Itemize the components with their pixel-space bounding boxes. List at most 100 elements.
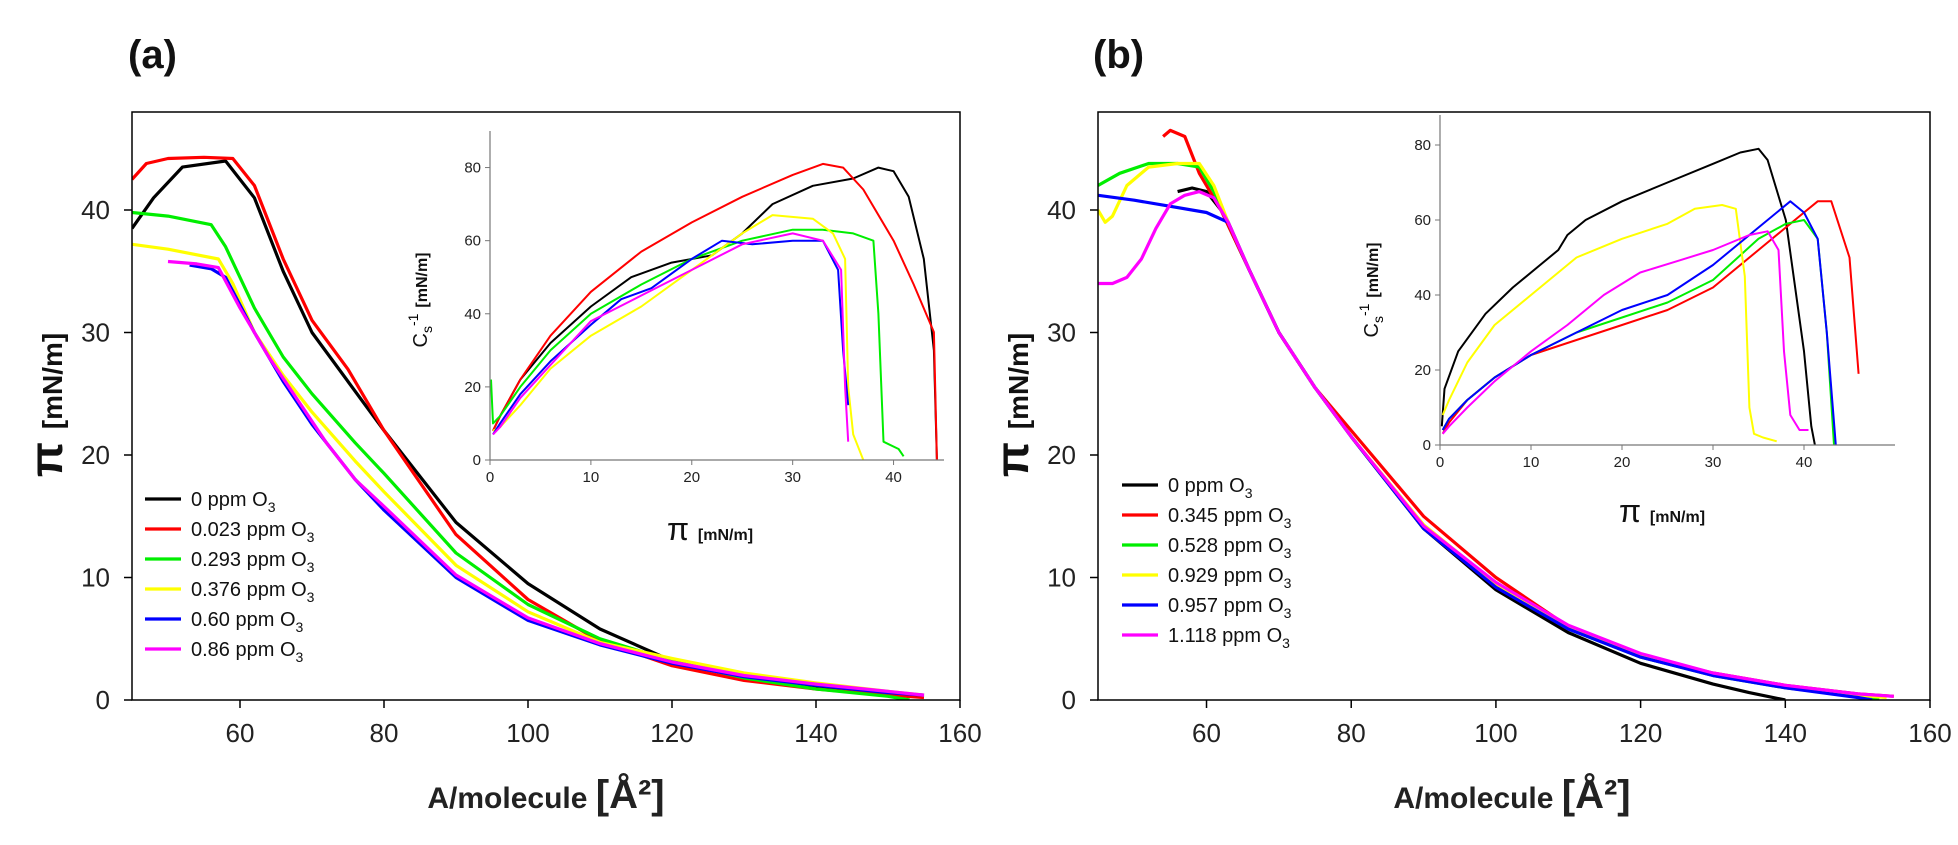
inset-y-tick-label: 60 xyxy=(464,233,481,250)
inset-series-line-2 xyxy=(490,228,905,457)
y-axis-label: π [mN/m] xyxy=(986,333,1038,477)
legend-label: 0.345 ppm O3 xyxy=(1168,505,1292,531)
inset-x-tick-label: 0 xyxy=(486,469,494,486)
legend-label-sub: 3 xyxy=(307,559,315,575)
inset-series-line-5 xyxy=(1441,230,1809,435)
series-group xyxy=(1098,128,1894,700)
inset-y-axis-symbol: C xyxy=(1361,323,1383,337)
legend-label-text: 0 ppm O xyxy=(1168,475,1245,497)
legend: 0 ppm O30.345 ppm O30.528 ppm O30.929 pp… xyxy=(1122,475,1292,651)
legend-label: 0 ppm O3 xyxy=(1168,475,1253,501)
legend-label: 0.376 ppm O3 xyxy=(191,579,315,605)
x-tick-label: 60 xyxy=(226,718,255,748)
inset-series-line-5 xyxy=(492,232,850,442)
legend-label-sub: 3 xyxy=(296,619,304,635)
series-line-2 xyxy=(132,210,910,700)
legend-label-text: 0.86 ppm O xyxy=(191,639,296,661)
inset-x-tick-label: 30 xyxy=(784,469,801,486)
legend-label-text: 0.376 ppm O xyxy=(191,579,307,601)
inset-y-axis-sub: s xyxy=(1370,316,1386,323)
inset-y-axis-sub: s xyxy=(419,326,435,333)
x-tick-label: 120 xyxy=(1619,718,1662,748)
inset-y-tick-label: 40 xyxy=(464,306,481,323)
legend-label-text: 0.957 ppm O xyxy=(1168,595,1284,617)
inset-series-line-0 xyxy=(492,166,938,460)
legend-label: 0.293 ppm O3 xyxy=(191,549,315,575)
legend-label: 0.957 ppm O3 xyxy=(1168,595,1292,621)
x-axis-label: A/molecule [Å²] xyxy=(427,772,664,817)
inset-series-line-1 xyxy=(492,162,938,460)
x-tick-label: 160 xyxy=(1908,718,1951,748)
legend-label-sub: 3 xyxy=(1284,575,1292,591)
y-tick-label: 0 xyxy=(96,685,110,715)
inset-series-line-0 xyxy=(1440,147,1816,445)
inset-y-axis-sup: -1 xyxy=(1356,303,1372,316)
inset-x-tick-label: 30 xyxy=(1705,454,1722,471)
x-tick-label: 100 xyxy=(506,718,549,748)
inset-series-line-3 xyxy=(492,214,865,460)
x-tick-label: 140 xyxy=(1764,718,1807,748)
inset-series-line-3 xyxy=(1441,204,1777,443)
legend-label: 0.023 ppm O3 xyxy=(191,519,315,545)
inset-x-tick-label: 0 xyxy=(1436,454,1444,471)
inset-y-tick-label: 80 xyxy=(1414,137,1431,154)
y-tick-label: 0 xyxy=(1062,685,1076,715)
x-axis-label-text: A/molecule xyxy=(1393,782,1561,815)
inset-x-axis-unit: [mN/m] xyxy=(1650,509,1705,526)
inset-x-tick-label: 20 xyxy=(1614,454,1631,471)
y-axis-unit: [mN/m] xyxy=(1003,333,1034,429)
x-tick-label: 60 xyxy=(1192,718,1221,748)
inset-y-tick-label: 20 xyxy=(1414,362,1431,379)
y-axis-symbol: π xyxy=(20,429,72,477)
legend-label: 1.118 ppm O3 xyxy=(1168,625,1290,651)
inset-background xyxy=(1440,115,1895,445)
legend-label: 0.528 ppm O3 xyxy=(1168,535,1292,561)
inset-y-axis-label: Cs-1 [mN/m] xyxy=(1356,242,1386,337)
inset-y-tick-label: 60 xyxy=(1414,212,1431,229)
legend-label-sub: 3 xyxy=(268,499,276,515)
series-line-5 xyxy=(1098,190,1894,698)
inset-y-tick-label: 0 xyxy=(473,452,481,469)
inset-x-axis-label: π [mN/m] xyxy=(667,511,753,547)
legend-label: 0 ppm O3 xyxy=(191,489,276,515)
y-tick-label: 30 xyxy=(81,318,110,348)
legend-label-text: 1.118 ppm O xyxy=(1168,625,1282,647)
x-tick-label: 120 xyxy=(650,718,693,748)
y-tick-label: 30 xyxy=(1047,318,1076,348)
legend-label: 0.60 ppm O3 xyxy=(191,609,304,635)
legend-label-text: 0.528 ppm O xyxy=(1168,535,1284,557)
legend-label-sub: 3 xyxy=(307,529,315,545)
series-line-5 xyxy=(167,259,925,697)
plot-frame xyxy=(131,111,961,701)
x-axis-label-text: A/molecule xyxy=(427,782,595,815)
inset-y-axis-label: Cs-1 [mN/m] xyxy=(405,252,435,347)
inset-x-tick-label: 40 xyxy=(1796,454,1813,471)
inset-series-line-4 xyxy=(1441,200,1837,445)
y-tick-label: 40 xyxy=(81,195,110,225)
inset-chart: 0 10 20 30 40 0 20 40 60 80 π [mN/m] Cs-1 [mN/m] xyxy=(405,131,944,547)
inset-series-line-4 xyxy=(492,239,850,435)
y-axis-symbol: π xyxy=(986,429,1038,477)
y-tick-label: 10 xyxy=(1047,563,1076,593)
inset-y-tick-label: 0 xyxy=(1423,437,1431,454)
y-tick-label: 40 xyxy=(1047,195,1076,225)
x-axis-label: A/molecule [Å²] xyxy=(1393,772,1630,817)
inset-background xyxy=(490,131,944,460)
inset-y-axis-symbol: C xyxy=(410,333,432,347)
series-line-3 xyxy=(132,242,925,697)
inset-x-tick-label: 20 xyxy=(683,469,700,486)
inset-series-group xyxy=(490,162,938,460)
inset-y-axis-unit: [mN/m] xyxy=(1365,242,1382,297)
series-line-1 xyxy=(132,155,925,700)
inset-chart: 0 10 20 30 40 0 20 40 60 80 π [mN/m] Cs-1 [mN/m] xyxy=(1356,115,1895,529)
inset-x-tick-label: 10 xyxy=(583,469,600,486)
x-tick-label: 80 xyxy=(1337,718,1366,748)
x-tick-label: 160 xyxy=(938,718,981,748)
inset-y-axis-unit: [mN/m] xyxy=(414,252,431,307)
plot-frame xyxy=(1097,111,1931,701)
legend-label-text: 0.023 ppm O xyxy=(191,519,307,541)
legend-label-sub: 3 xyxy=(1282,635,1290,651)
